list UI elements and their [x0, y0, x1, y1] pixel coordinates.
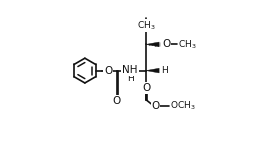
- Text: CH$_3$: CH$_3$: [137, 20, 155, 32]
- Text: H: H: [161, 66, 168, 75]
- Text: NH: NH: [122, 65, 138, 75]
- Text: H: H: [127, 74, 134, 83]
- Text: OCH$_3$: OCH$_3$: [170, 99, 196, 112]
- Text: O: O: [142, 83, 150, 93]
- Polygon shape: [146, 42, 159, 47]
- Text: CH$_3$: CH$_3$: [178, 38, 197, 51]
- Text: H: H: [161, 40, 168, 49]
- Text: O: O: [162, 39, 171, 49]
- Text: O: O: [151, 101, 160, 111]
- Text: O: O: [113, 96, 121, 106]
- Text: O: O: [104, 66, 112, 76]
- Polygon shape: [146, 68, 159, 73]
